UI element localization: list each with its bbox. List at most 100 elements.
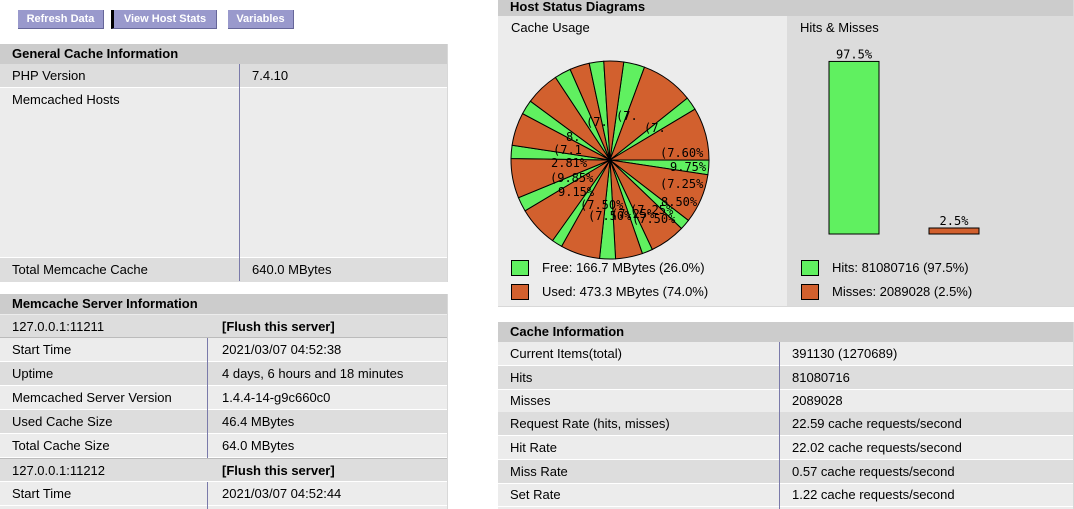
pie-slice-label: (9.85%	[550, 171, 594, 185]
pie-slice-label: (7.25%	[611, 207, 655, 221]
php-version-row: PHP Version 7.4.10	[0, 64, 447, 88]
column-divider	[207, 338, 208, 458]
server2-host: 127.0.0.1:11212	[12, 463, 106, 478]
server-info-panel: Memcache Server Information 127.0.0.1:11…	[0, 294, 448, 509]
start-time-label: Start Time	[12, 342, 72, 357]
pie-slice-label: 9.15%	[558, 185, 595, 199]
version-value: 1.4.4-14-g9c660c0	[222, 390, 331, 405]
uptime-value: 4 days, 6 hours and 18 minutes	[222, 366, 404, 381]
server2-header-row: 127.0.0.1:11212 [Flush this server]	[0, 458, 447, 482]
misses-legend-swatch	[801, 284, 819, 300]
cache-info-label: Misses	[510, 393, 551, 408]
server1-host: 127.0.0.1:11211	[12, 319, 105, 334]
pie-slice-label: 9.75%	[670, 160, 707, 174]
php-version-value: 7.4.10	[252, 68, 289, 83]
cache-info-label: Request Rate (hits, misses)	[510, 416, 670, 431]
bar-misses	[928, 227, 980, 235]
cache-usage-label: Cache Usage	[511, 20, 590, 35]
version-label: Memcached Server Version	[12, 390, 172, 405]
cache-info-label: Hit Rate	[510, 440, 557, 455]
variables-button[interactable]: Variables	[228, 10, 294, 29]
cache-info-value: 391130 (1270689)	[792, 346, 898, 361]
pie-slice-label: (7.	[644, 121, 666, 135]
start-time-label: Start Time	[12, 486, 72, 501]
server1-version-row: Memcached Server Version 1.4.4-14-g9c660…	[0, 386, 447, 410]
used-size-value: 46.4 MBytes	[222, 414, 295, 429]
column-divider	[779, 342, 780, 509]
server1-header-row: 127.0.0.1:11211 [Flush this server]	[0, 315, 447, 338]
pie-slice-label: (7.25%	[660, 177, 704, 191]
total-cache-row: Total Memcache Cache 640.0 MBytes	[0, 258, 447, 282]
general-cache-panel: General Cache Information PHP Version 7.…	[0, 44, 448, 282]
cache-info-row: Hit Rate 22.02 cache requests/second	[498, 436, 1073, 460]
cache-info-row: Misses 2089028	[498, 389, 1073, 413]
cache-info-row: Current Items(total) 391130 (1270689)	[498, 342, 1073, 366]
used-legend-text: Used: 473.3 MBytes (74.0%)	[542, 284, 709, 299]
hits-legend-swatch	[801, 260, 819, 276]
free-legend-text: Free: 166.7 MBytes (26.0%)	[542, 260, 705, 275]
server1-start-row: Start Time 2021/03/07 04:52:38	[0, 338, 447, 362]
start-time-value: 2021/03/07 04:52:44	[222, 486, 342, 501]
cache-info-value: 2089028	[792, 393, 843, 408]
host-status-title: Host Status Diagrams	[498, 0, 1073, 16]
general-cache-title: General Cache Information	[0, 44, 447, 64]
used-size-label: Used Cache Size	[12, 414, 113, 429]
pie-slice-label: 2.81%	[551, 156, 588, 170]
host-status-panel: Host Status Diagrams Cache Usage (7. (7. (…	[498, 0, 1074, 307]
cache-info-title: Cache Information	[498, 322, 1073, 342]
pie-slice-label: 8.	[566, 130, 580, 144]
free-legend-swatch	[511, 260, 529, 276]
column-divider	[207, 482, 208, 509]
total-cache-value: 640.0 MBytes	[252, 262, 332, 277]
pie-slice-label: 8.50%	[661, 195, 698, 209]
hits-misses-label: Hits & Misses	[800, 20, 879, 35]
total-size-value: 64.0 MBytes	[222, 438, 295, 453]
memcached-hosts-row: Memcached Hosts	[0, 88, 447, 258]
server1-uptime-row: Uptime 4 days, 6 hours and 18 minutes	[0, 362, 447, 386]
pie-slice-label: (7.60%	[660, 146, 704, 160]
cache-info-label: Miss Rate	[510, 464, 568, 479]
cache-info-label: Current Items(total)	[510, 346, 622, 361]
cache-usage-pie-chart: (7. (7.(7.(7.60%9.75%(7.25%8.50%(7.50% (7.…	[510, 60, 710, 260]
hits-misses-cell: Hits & Misses 97.5% 2.5% Hits: 81080716 (…	[787, 16, 1074, 306]
cache-info-row: Hits 81080716	[498, 366, 1073, 390]
cache-info-row: Set Rate 1.22 cache requests/second	[498, 483, 1073, 507]
bar-value-label: 97.5%	[836, 47, 873, 61]
cache-info-value: 81080716	[792, 370, 850, 385]
cache-info-row: Request Rate (hits, misses) 22.59 cache r…	[498, 412, 1073, 436]
pie-slice-label: (7.1	[553, 143, 582, 157]
refresh-data-button[interactable]: Refresh Data	[18, 10, 104, 29]
pie-slice-label: (7.	[616, 109, 638, 123]
php-version-label: PHP Version	[12, 68, 86, 83]
hits-misses-bar-chart: 97.5% 2.5%	[828, 47, 980, 235]
bar-hits	[828, 60, 880, 235]
uptime-label: Uptime	[12, 366, 54, 381]
pie-slice-label: (7.25%	[630, 203, 674, 217]
pie-slice-label: (7.50%	[632, 212, 676, 226]
start-time-value: 2021/03/07 04:52:38	[222, 342, 342, 357]
flush-server2-link[interactable]: [Flush this server]	[222, 463, 335, 478]
pie-slice-label: (7.	[586, 115, 608, 129]
server1-total-row: Total Cache Size 64.0 MBytes	[0, 434, 447, 458]
misses-legend-text: Misses: 2089028 (2.5%)	[832, 284, 973, 299]
column-divider	[239, 64, 240, 281]
pie-slice-label: (7.50%	[580, 198, 624, 212]
cache-usage-cell: Cache Usage (7. (7. (7. (7.60% 9.75% (7.25% 8.…	[498, 16, 787, 306]
cache-info-panel: Cache Information Current Items(total) 39…	[498, 322, 1074, 509]
total-size-label: Total Cache Size	[12, 438, 110, 453]
pie-slice-label: (7.50%	[588, 209, 632, 223]
cache-info-label: Hits	[510, 370, 533, 385]
bar-value-label: 2.5%	[940, 214, 970, 228]
cache-info-label: Set Rate	[510, 487, 561, 502]
cache-info-value: 22.02 cache requests/second	[792, 440, 962, 455]
pie-slice-used	[603, 60, 625, 161]
cache-info-value: 1.22 cache requests/second	[792, 487, 955, 502]
memcached-hosts-label: Memcached Hosts	[12, 92, 120, 107]
server1-used-row: Used Cache Size 46.4 MBytes	[0, 410, 447, 434]
hits-legend-text: Hits: 81080716 (97.5%)	[832, 260, 969, 275]
total-cache-label: Total Memcache Cache	[12, 262, 148, 277]
cache-info-value: 0.57 cache requests/second	[792, 464, 955, 479]
flush-server1-link[interactable]: [Flush this server]	[222, 319, 335, 334]
view-host-stats-button[interactable]: View Host Stats	[111, 10, 217, 29]
server2-start-row: Start Time 2021/03/07 04:52:44	[0, 482, 447, 506]
